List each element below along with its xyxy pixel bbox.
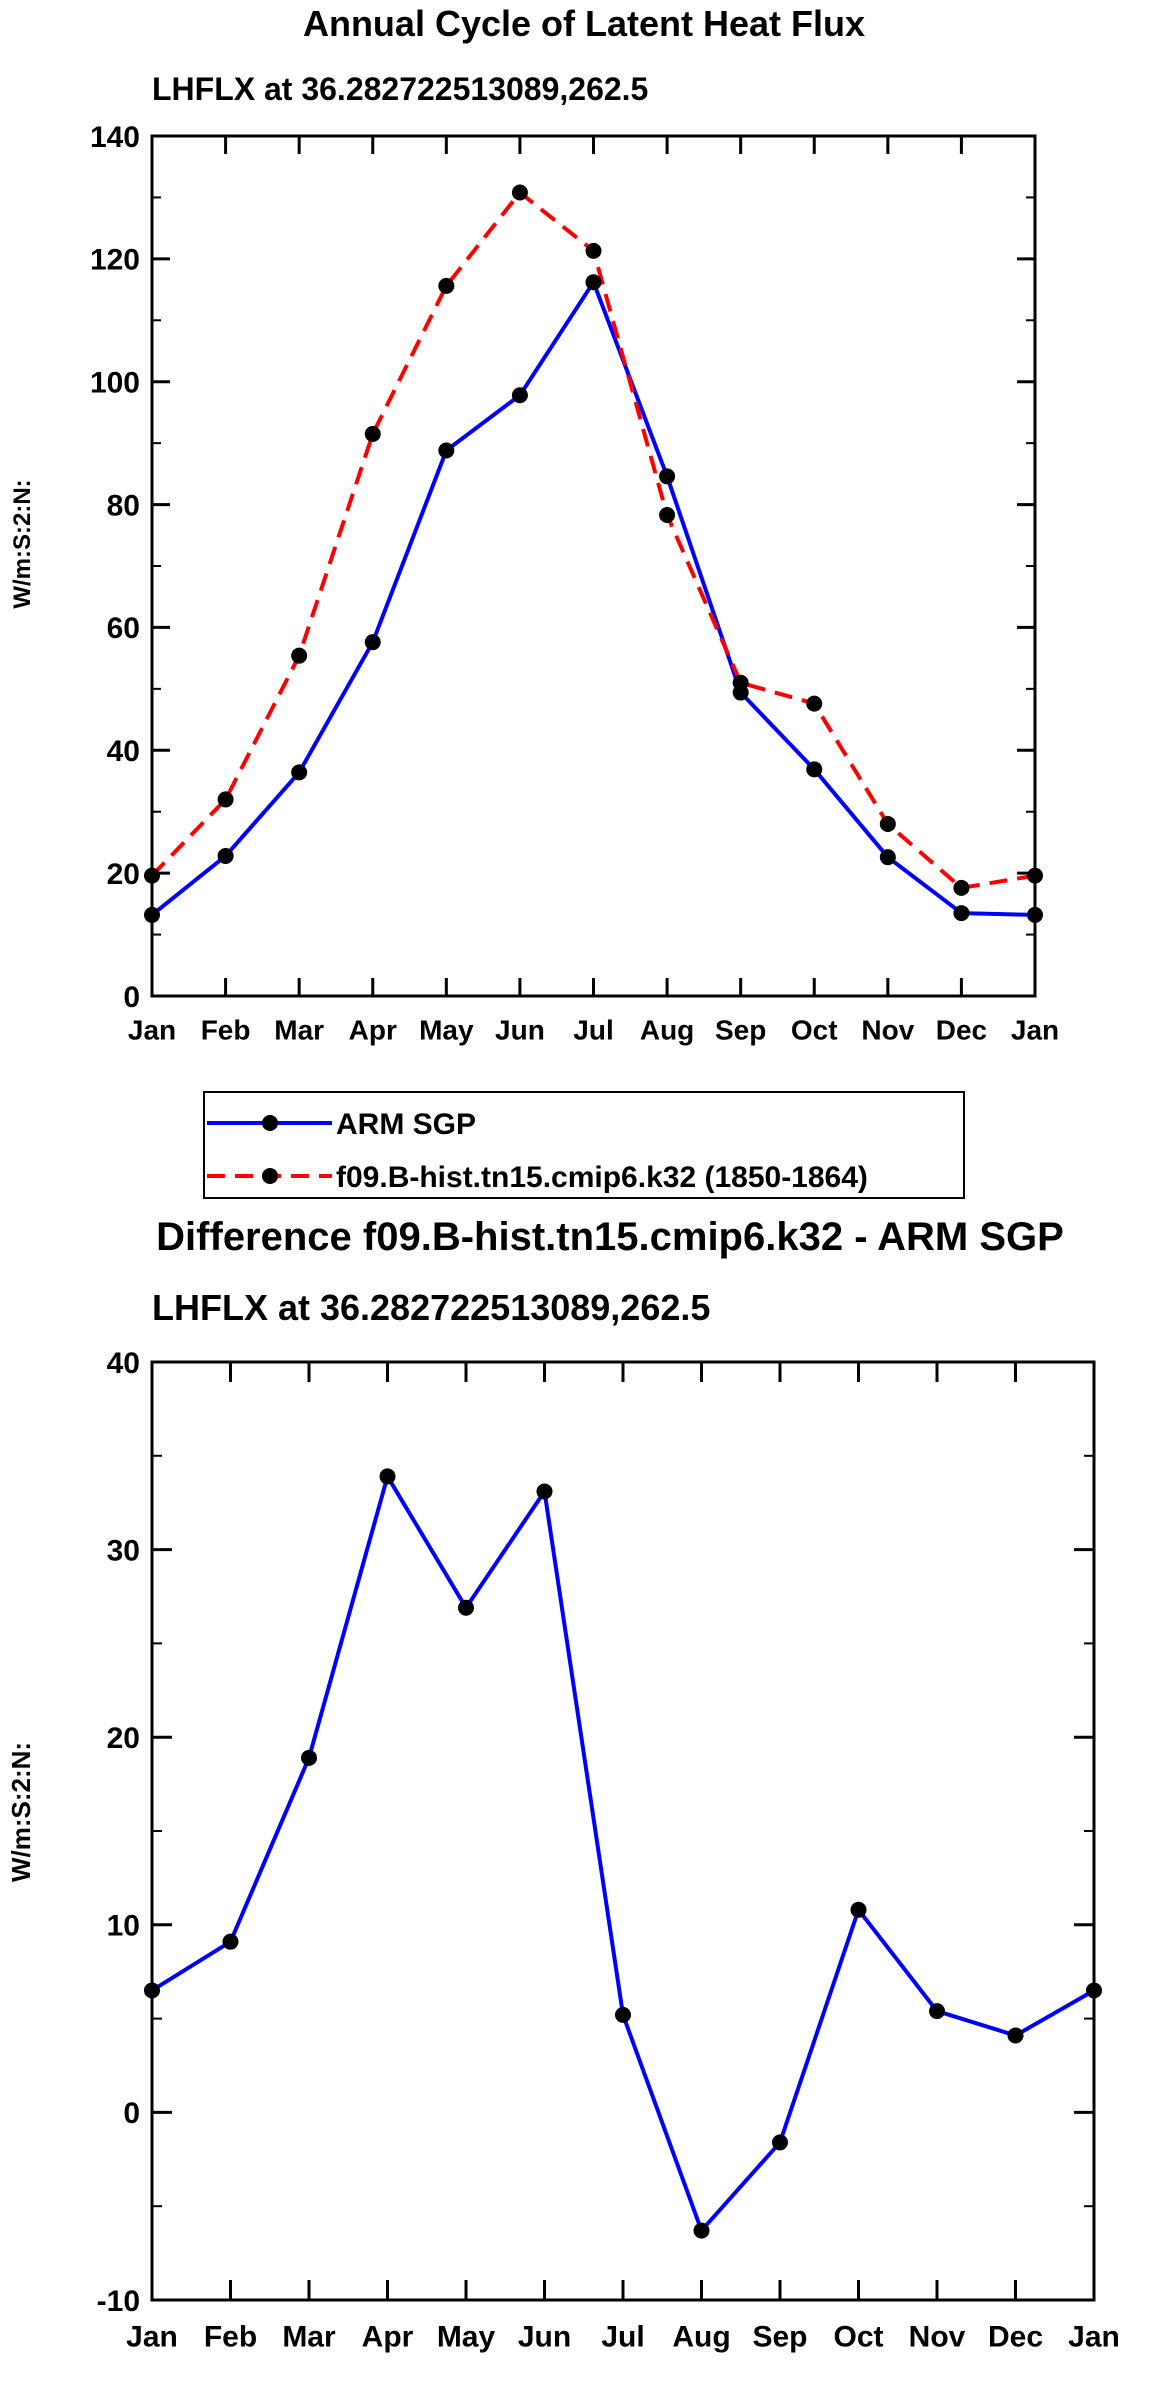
chart2-subtitle: LHFLX at 36.282722513089,262.5: [152, 1287, 710, 1328]
series-1-point: [144, 1982, 160, 1999]
series-1-point: [850, 1901, 867, 1918]
legend-marker-arm: [262, 1115, 278, 1131]
series-1-point: [379, 1468, 396, 1485]
series-2-point: [438, 277, 455, 294]
x-tick-label: Oct: [833, 2321, 883, 2354]
series-2-point: [806, 695, 823, 712]
x-tick-label: Nov: [861, 1014, 914, 1045]
series-2-point: [879, 816, 896, 832]
series-2-point: [511, 184, 528, 201]
series-1-point: [806, 761, 823, 778]
y-tick-label: 40: [107, 1347, 140, 1380]
x-tick-label: Mar: [282, 2321, 336, 2354]
x-tick-label: Feb: [201, 1014, 251, 1045]
x-tick-label: Aug: [640, 1014, 694, 1045]
y-tick-label: 120: [90, 244, 140, 277]
x-tick-label: Jan: [128, 1014, 176, 1045]
x-tick-label: Aug: [672, 2321, 730, 2354]
series-1-point: [879, 849, 896, 866]
chart1-legend: ARM SGP f09.B-hist.tn15.cmip6.k32 (1850-…: [203, 1091, 965, 1199]
x-tick-label: May: [419, 1014, 474, 1045]
x-tick-label: Jan: [1011, 1014, 1059, 1045]
series-2-point: [1027, 867, 1043, 884]
series-1-point: [291, 764, 308, 781]
x-tick-label: Nov: [909, 2321, 966, 2354]
x-tick-label: Jul: [573, 1014, 613, 1045]
series-1-point: [659, 468, 676, 485]
series-2-point: [732, 674, 749, 691]
series-1-point: [438, 442, 455, 459]
x-tick-label: Oct: [791, 1014, 838, 1045]
x-tick-label: Jun: [495, 1014, 545, 1045]
x-tick-label: Jan: [1068, 2321, 1120, 2354]
series-1-point: [364, 634, 381, 651]
x-tick-label: Jun: [518, 2321, 571, 2354]
series-1-point: [144, 906, 160, 923]
series-1-point: [1007, 2027, 1024, 2044]
x-tick-label: Apr: [349, 1014, 397, 1045]
series-1-point: [301, 1749, 317, 1766]
series-line-1: [150, 280, 1036, 917]
series-2-point: [953, 879, 970, 896]
series-line-1: [150, 1474, 1095, 2233]
y-tick-label: 10: [107, 1910, 140, 1943]
x-tick-label: Apr: [362, 2321, 414, 2354]
x-tick-label: May: [437, 2321, 496, 2354]
series-2-point: [364, 425, 381, 442]
series-1-point: [511, 387, 528, 404]
series-1-point: [585, 274, 602, 291]
series-1-point: [1027, 906, 1043, 923]
chart2-ylabel: W/m:S:2:N:: [6, 1742, 36, 1882]
y-tick-label: 20: [107, 1722, 140, 1755]
series-2-point: [144, 867, 160, 884]
y-tick-label: 40: [107, 735, 140, 768]
series-1-point: [458, 1599, 474, 1616]
series-1-point: [615, 2006, 631, 2023]
series-2-point: [659, 507, 676, 524]
y-tick-label: 80: [107, 489, 140, 522]
series-1-point: [772, 2134, 788, 2151]
chart1-ylabel: W/m:S:2:N:: [9, 479, 36, 608]
x-tick-label: Sep: [715, 1014, 766, 1045]
series-2-point: [291, 647, 308, 664]
series-1-point: [536, 1483, 553, 1500]
x-tick-label: Dec: [988, 2321, 1043, 2354]
x-tick-label: Dec: [936, 1014, 987, 1045]
chart1-title: Annual Cycle of Latent Heat Flux: [303, 3, 865, 44]
legend-box: [203, 1091, 965, 1199]
x-tick-label: Sep: [752, 2321, 807, 2354]
series-1-point: [217, 847, 234, 864]
y-tick-label: 0: [123, 2097, 140, 2130]
x-tick-label: Jul: [601, 2321, 644, 2354]
x-tick-label: Feb: [204, 2321, 257, 2354]
series-1-point: [693, 2222, 710, 2239]
chart2-title: Difference f09.B-hist.tn15.cmip6.k32 - A…: [156, 1215, 1064, 1259]
y-tick-label: 140: [90, 121, 140, 154]
series-line-2: [150, 190, 1036, 890]
chart2-frame: [150, 1360, 1096, 2302]
chart2-plot-area: -10 0 10 20 30 40 Jan Feb Mar Apr May Jun Jul Aug Sep O…: [97, 1347, 1120, 2354]
series-2-point: [217, 791, 234, 808]
legend-marker-model: [262, 1168, 278, 1184]
x-tick-label: Jan: [126, 2321, 178, 2354]
y-tick-label: 30: [107, 1534, 140, 1567]
legend-label-model: f09.B-hist.tn15.cmip6.k32 (1850-1864): [336, 1161, 868, 1194]
y-tick-label: -10: [97, 2285, 140, 2318]
x-tick-label: Mar: [274, 1014, 324, 1045]
series-2-point: [585, 242, 602, 259]
series-1-point: [953, 905, 970, 922]
series-1-point: [222, 1933, 239, 1950]
chart1-plot-area: 0 20 40 60 80 100 120 140 Jan Feb Mar Apr May Jun Jul A…: [90, 121, 1059, 1046]
series-1-point: [1086, 1982, 1102, 1999]
chart1-subtitle: LHFLX at 36.282722513089,262.5: [152, 71, 648, 107]
y-tick-label: 0: [123, 981, 140, 1014]
y-tick-label: 100: [90, 367, 140, 400]
y-tick-label: 60: [107, 612, 140, 645]
legend-label-arm: ARM SGP: [336, 1108, 476, 1141]
y-tick-label: 20: [107, 858, 140, 891]
series-1-point: [929, 2003, 945, 2020]
